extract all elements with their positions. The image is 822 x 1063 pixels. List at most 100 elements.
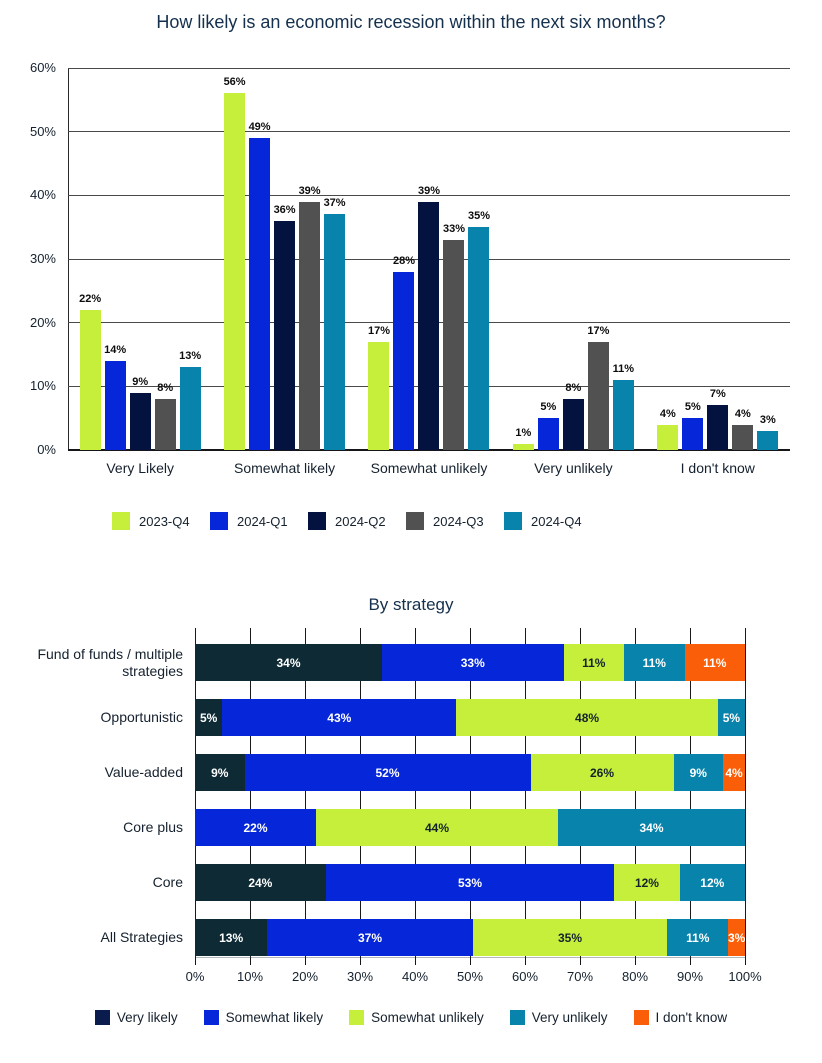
bar: 8% xyxy=(154,382,176,450)
bar: 5% xyxy=(682,401,704,450)
bar-group: 4% 5% 7% 4% 3% xyxy=(646,68,790,450)
x-axis-line xyxy=(68,449,790,451)
segment-value-label: 11% xyxy=(686,930,710,945)
gridline xyxy=(68,194,790,196)
bar-value-label: 5% xyxy=(540,401,557,414)
bar-value-label: 5% xyxy=(684,401,701,414)
bar-value-label: 14% xyxy=(104,343,127,356)
bar: 35% xyxy=(468,210,490,450)
stacked-bar-row: 22% 44% 34% Core plus xyxy=(123,809,745,846)
bar: 56% xyxy=(224,76,246,450)
bar-value-label: 17% xyxy=(587,324,610,337)
segment-value-label: 34% xyxy=(276,655,301,670)
segment-value-label: 33% xyxy=(460,655,485,670)
gridline xyxy=(744,628,746,958)
strategy-chart-legend: Very likely Somewhat likely Somewhat unlik… xyxy=(0,1010,822,1025)
bar-value-label: 13% xyxy=(179,350,202,363)
x-tick-mark xyxy=(414,958,416,965)
x-tick-label: 0% xyxy=(185,969,205,984)
x-tick-mark xyxy=(194,958,196,965)
bar: 39% xyxy=(418,185,440,450)
bar-value-label: 9% xyxy=(132,375,149,388)
legend-label: 2024-Q3 xyxy=(433,513,484,529)
bar-segment: 3% xyxy=(728,919,745,956)
category-label: Value-added xyxy=(104,764,183,780)
bar-segment: 26% xyxy=(530,754,674,791)
bar-segment: 52% xyxy=(244,754,531,791)
x-tick-mark xyxy=(689,958,691,965)
legend-swatch xyxy=(406,512,424,530)
bar-segment: 9% xyxy=(673,754,723,791)
legend-item: Somewhat unlikely xyxy=(349,1010,484,1025)
category-label: Core plus xyxy=(123,819,183,835)
x-tick-label: 30% xyxy=(346,969,374,984)
x-tick-label: 50% xyxy=(456,969,484,984)
segment-value-label: 48% xyxy=(575,710,600,725)
bar-value-label: 4% xyxy=(734,407,751,420)
bar-value-label: 39% xyxy=(417,184,440,197)
bar-value-label: 4% xyxy=(659,407,676,420)
gridline xyxy=(414,628,416,958)
bar-value-label: 28% xyxy=(392,254,415,267)
bar-segment: 44% xyxy=(316,809,558,846)
bar-segment: 4% xyxy=(723,754,745,791)
x-tick-mark xyxy=(359,958,361,965)
bar-segment: 48% xyxy=(456,699,718,736)
legend-label: Very likely xyxy=(116,1010,178,1025)
bar: 33% xyxy=(443,223,465,450)
legend-label: Very unlikely xyxy=(531,1010,608,1025)
gridline xyxy=(524,628,526,958)
x-tick-mark xyxy=(579,958,581,965)
bar-value-label: 3% xyxy=(759,413,776,426)
bar-segment: 5% xyxy=(195,699,223,736)
gridline xyxy=(469,628,471,958)
legend-label: Somewhat unlikely xyxy=(371,1010,484,1025)
gridline xyxy=(304,628,306,958)
x-tick-label: 100% xyxy=(728,969,762,984)
legend-item: Somewhat likely xyxy=(203,1010,324,1025)
x-tick-mark xyxy=(249,958,251,965)
category-label: Somewhat likely xyxy=(234,460,336,476)
legend-swatch xyxy=(349,1010,365,1025)
category-label: Somewhat unlikely xyxy=(370,460,488,476)
segment-value-label: 5% xyxy=(722,710,741,725)
segment-value-label: 53% xyxy=(457,875,482,890)
segment-value-label: 43% xyxy=(327,710,352,725)
segment-value-label: 11% xyxy=(703,655,727,670)
x-tick-label: 90% xyxy=(676,969,704,984)
bar-segment: 34% xyxy=(558,809,745,846)
bar: 8% xyxy=(562,382,584,450)
bar-value-label: 7% xyxy=(709,388,726,401)
bar-group: 1% 5% 8% 17% 11% xyxy=(501,68,645,450)
gridline xyxy=(68,67,790,69)
bar-value-label: 8% xyxy=(565,382,582,395)
bar-segment: 12% xyxy=(679,864,745,901)
x-tick-label: 70% xyxy=(566,969,594,984)
bar-segment: 43% xyxy=(222,699,457,736)
x-tick-mark xyxy=(524,958,526,965)
gridline xyxy=(689,628,691,958)
gridline xyxy=(68,131,790,133)
stacked-rows: 34% 33% 11% 11% 11% Fund of funds / multiple … xyxy=(37,628,745,958)
bar: 37% xyxy=(324,197,346,450)
legend-label: Somewhat likely xyxy=(225,1010,324,1025)
legend-item: Very unlikely xyxy=(509,1010,608,1025)
category-label: All Strategies xyxy=(100,929,183,945)
legend-swatch xyxy=(94,1010,110,1025)
bar: 9% xyxy=(129,376,151,450)
category-label: I don't know xyxy=(680,460,755,476)
x-tick-label: 60% xyxy=(511,969,539,984)
segment-value-label: 12% xyxy=(700,875,725,890)
gridline xyxy=(579,628,581,958)
bar-segment: 11% xyxy=(563,644,624,681)
legend-swatch xyxy=(633,1010,649,1025)
legend-swatch xyxy=(203,1010,219,1025)
legend-item: I don't know xyxy=(633,1010,727,1025)
bar: 11% xyxy=(613,363,634,450)
recession-chart-title: How likely is an economic recession with… xyxy=(156,12,666,32)
stacked-bar-row: 5% 43% 48% 5% Opportunistic xyxy=(101,699,745,736)
category-label: Very unlikely xyxy=(534,460,613,476)
bar-value-label: 36% xyxy=(273,203,296,216)
segment-value-label: 12% xyxy=(634,875,659,890)
